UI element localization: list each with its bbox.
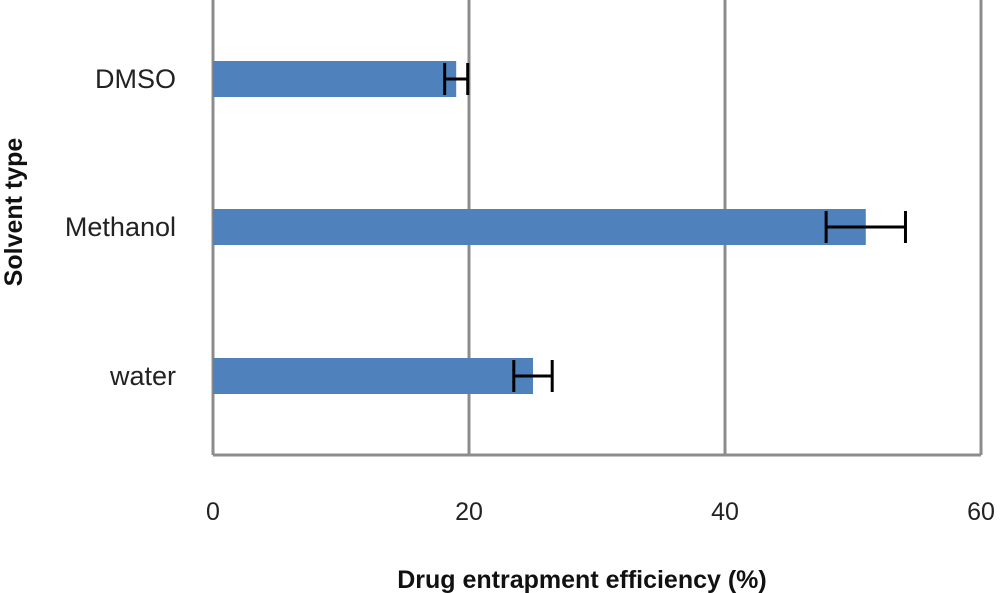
x-tick-label-20: 20	[455, 498, 483, 526]
bar-dmso	[213, 61, 457, 97]
error-bars	[443, 63, 907, 392]
y-axis-title: Solvent type	[0, 138, 28, 287]
error-bar-water	[512, 360, 554, 392]
x-tick-label-40: 40	[711, 498, 739, 526]
category-label-dmso: DMSO	[95, 64, 176, 94]
category-labels: DMSO Methanol water	[65, 64, 176, 391]
bars	[213, 61, 866, 394]
error-bar-dmso	[443, 63, 470, 95]
x-tick-label-0: 0	[206, 498, 220, 526]
category-label-water: water	[109, 361, 176, 391]
x-axis-title: Drug entrapment efficiency (%)	[397, 566, 767, 593]
bar-methanol	[213, 209, 866, 245]
category-label-methanol: Methanol	[65, 212, 176, 242]
error-bar-methanol	[824, 211, 907, 243]
bar-water	[213, 358, 533, 394]
x-tick-labels: 0 20 40 60	[206, 498, 995, 526]
x-tick-label-60: 60	[967, 498, 995, 526]
